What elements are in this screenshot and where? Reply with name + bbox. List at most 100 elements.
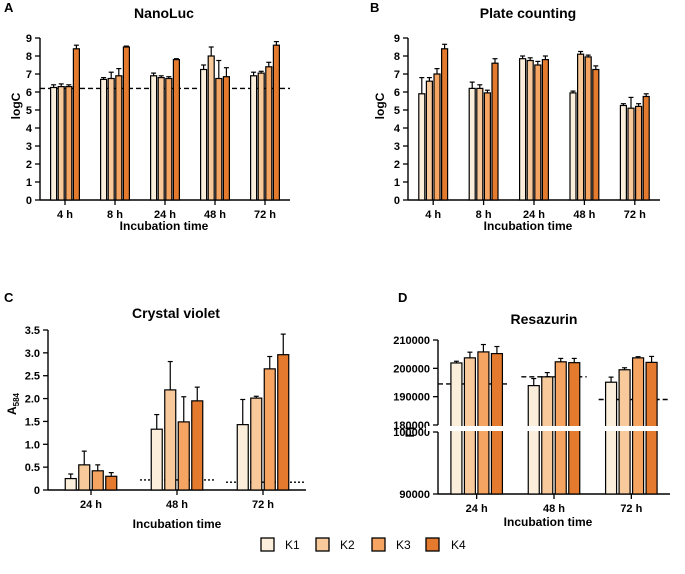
panel-c-ytick-label: 2.5	[25, 371, 40, 383]
panel-a-plot: 0 1 2 3 4 5 6 7 8 9 4 h 8 h 24 h 48 h 72 h	[26, 33, 290, 221]
bar-a-k1	[99, 78, 108, 201]
bar-a-k3	[65, 85, 73, 201]
panel-c-plot: 0 0.5 1.0 1.5 2.0 2.5 3.0 3.5 24 h 48 h 72 h Incuba…	[25, 325, 306, 531]
panel-c-ytick-label: 0	[34, 485, 40, 497]
bar-b-k4	[642, 95, 650, 201]
bar-d-k3	[477, 351, 490, 495]
bar-c-k3	[177, 421, 190, 491]
panel-c-xtick-label: 48 h	[166, 499, 188, 511]
legend-swatch-k3	[371, 537, 386, 552]
panel-a-ytick-label: 3	[26, 141, 32, 153]
bar-c-k3	[91, 470, 104, 491]
bar-a-k3	[165, 77, 173, 201]
panel-b-xtick-label: 4 h	[425, 209, 441, 221]
bar-a-k2	[257, 72, 265, 201]
panel-b-xtick-label: 8 h	[476, 209, 492, 221]
panel-a-ytick-label: 2	[26, 159, 32, 171]
panel-d-ytick-label: 90000	[399, 489, 430, 501]
panel-a-xtick-label: 4 h	[57, 209, 73, 221]
bar-d-k1	[604, 381, 618, 495]
bar-c-k1	[64, 477, 77, 491]
bar-a-k2	[107, 77, 115, 201]
bar-a-k3	[115, 75, 123, 201]
bar-b-k2	[526, 59, 534, 201]
panel-d-ytick-label: 100000	[393, 427, 430, 439]
panel-d-ylabel: FI	[403, 427, 417, 438]
bar-b-k2	[425, 80, 433, 201]
bar-b-k1	[619, 104, 628, 201]
panel-c-ytick-label: 2.0	[25, 394, 40, 406]
panel-a-ytick-label: 9	[26, 33, 32, 45]
bar-b-k3	[584, 56, 592, 201]
bar-c-k2	[250, 397, 263, 491]
bar-b-k3	[634, 105, 643, 201]
bar-a-k4	[222, 76, 230, 201]
panel-d-title: Resazurin	[511, 311, 578, 327]
panel-d-xlabel: Incubation time	[504, 515, 593, 529]
panel-b-title: Plate counting	[480, 5, 576, 21]
panel-b-ylabel: logC	[373, 92, 387, 119]
bar-b-k1	[468, 87, 476, 201]
legend-label-k1: K1	[285, 538, 300, 552]
panel-a-ytick-label: 0	[26, 195, 32, 207]
bar-a-k1	[150, 75, 158, 201]
panel-b-ytick-label: 2	[394, 159, 400, 171]
panel-b-xtick-label: 24 h	[523, 209, 545, 221]
panel-c: C Crystal violet A584 0 0.5 1.0 1.5 2.0 2.5 3.…	[4, 290, 306, 531]
bar-c-k4	[191, 400, 204, 491]
panel-c-ytick-label: 1.0	[25, 439, 40, 451]
panel-d-ytick-label: 210000	[393, 335, 430, 347]
bar-c-k1	[236, 424, 249, 491]
panel-a: A NanoLuc logC Incubation time 0 1 2 3 4 5 6 7 8…	[4, 0, 290, 233]
panel-a-ytick-label: 6	[26, 87, 32, 99]
panel-d-ytick-label: 180000	[393, 420, 430, 432]
bar-a-k2	[57, 85, 65, 201]
panel-a-xlabel: Incubation time	[120, 219, 209, 233]
bar-b-k2	[476, 87, 484, 201]
panel-c-ytick-label: 0.5	[25, 462, 40, 474]
bar-d-k2	[541, 376, 554, 495]
legend-swatch-k4	[425, 537, 440, 552]
panel-c-xtick-label: 24 h	[80, 499, 102, 511]
bar-d-k2	[618, 369, 631, 495]
panel-d-xtick-label: 24 h	[466, 503, 488, 515]
bar-a-k3	[265, 66, 273, 201]
bar-b-k4	[592, 68, 600, 201]
panel-a-xtick-label: 24 h	[154, 209, 176, 221]
panel-a-ytick-label: 8	[26, 51, 32, 63]
panel-b-ytick-label: 7	[394, 69, 400, 81]
bar-c-k2	[78, 464, 91, 491]
panel-c-xlabel: Incubation time	[133, 517, 222, 531]
panel-a-title: NanoLuc	[134, 5, 194, 21]
bar-a-k1	[49, 86, 58, 201]
panel-b-xtick-label: 72 h	[624, 209, 646, 221]
legend-label-k4: K4	[451, 538, 466, 552]
panel-d: D Resazurin FI Incubation time 210000 200…	[393, 290, 672, 529]
panel-c-ylabel-main: A	[5, 406, 19, 415]
panel-b-ytick-label: 6	[394, 87, 400, 99]
panel-c-xtick-label: 72 h	[252, 499, 274, 511]
panel-c-ylabel: A584	[5, 392, 21, 415]
panel-d-xtick-label: 48 h	[543, 503, 565, 515]
bar-b-k1	[569, 92, 577, 201]
bar-b-k4	[491, 62, 499, 201]
bar-c-k4	[105, 475, 118, 491]
panel-a-ytick-label: 7	[26, 69, 32, 81]
panel-letter-a: A	[4, 0, 14, 15]
panel-a-ytick-label: 1	[26, 177, 32, 189]
bar-b-k2	[627, 107, 635, 201]
bar-a-k4	[172, 58, 180, 201]
panel-d-ytick-label: 190000	[393, 392, 430, 404]
bar-a-k4	[272, 44, 280, 201]
panel-letter-d: D	[398, 290, 407, 305]
bar-b-k4	[441, 48, 449, 201]
bar-a-k4	[122, 46, 131, 201]
panel-d-axis-break	[426, 426, 672, 431]
panel-letter-c: C	[4, 290, 14, 305]
bar-a-k1	[200, 68, 208, 201]
panel-b: B Plate counting logC Incubation time 0 1…	[370, 0, 660, 233]
panel-b-plot: 0 1 2 3 4 5 6 7 8 9 4 h 8 h 24 h 48 h 72 h	[394, 33, 660, 221]
legend-label-k2: K2	[340, 538, 355, 552]
bar-b-k2	[576, 53, 585, 201]
